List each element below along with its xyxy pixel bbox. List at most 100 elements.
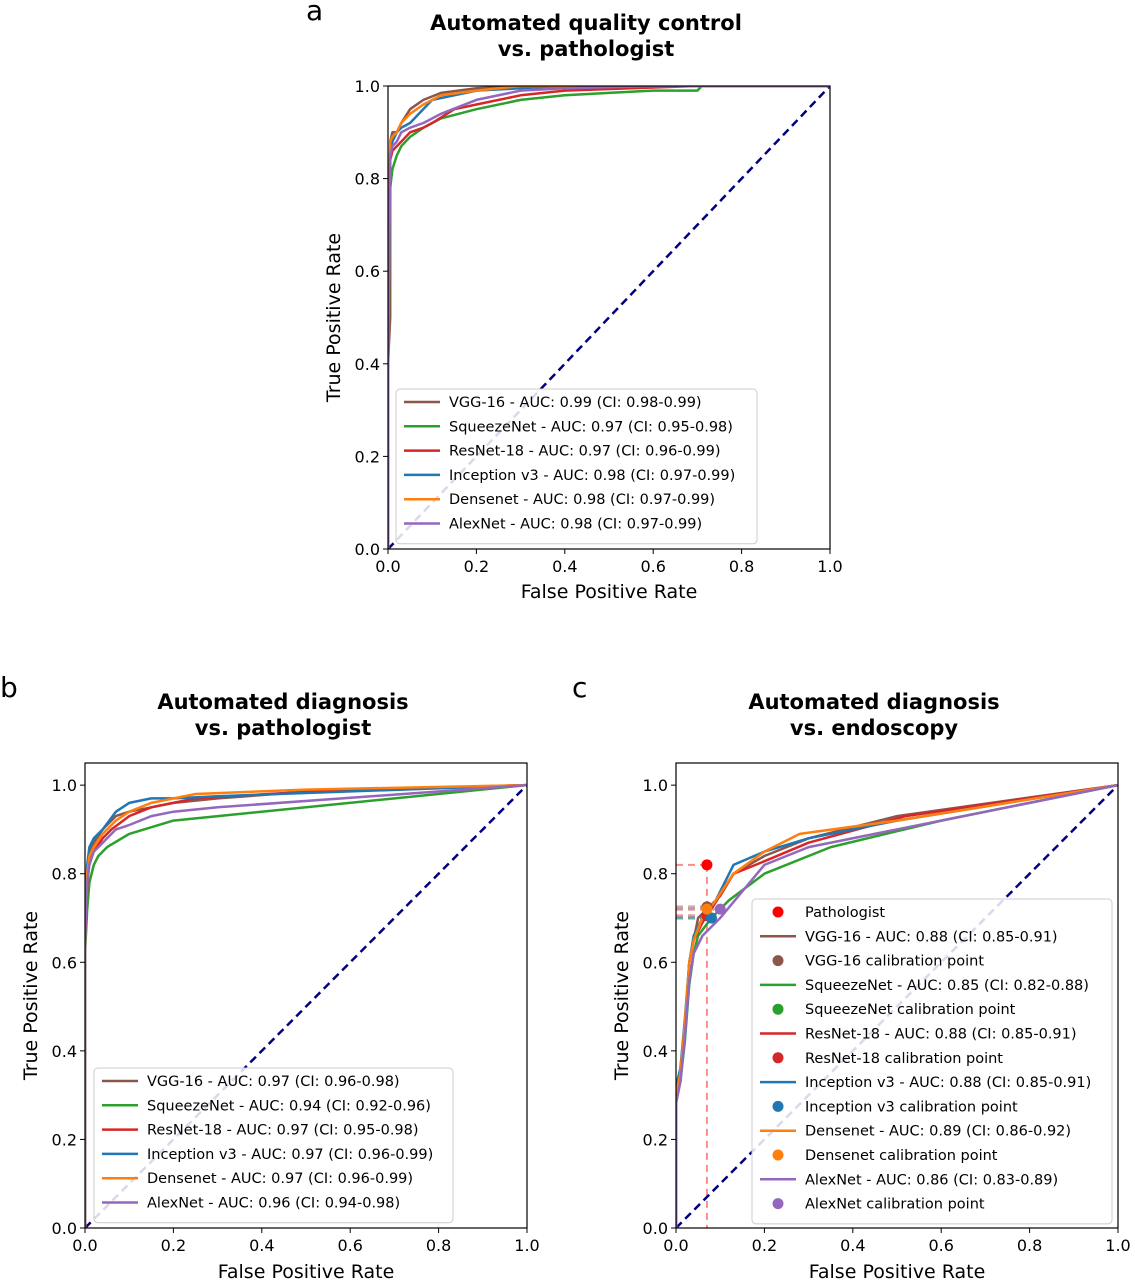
panel-letter-a: a (306, 0, 323, 27)
legend-box (395, 388, 758, 545)
x-tick-label: 0.0 (72, 1236, 97, 1255)
legend-entry-label: ResNet-18 - AUC: 0.97 (CI: 0.96-0.99) (449, 444, 721, 460)
y-tick-label: 0.6 (355, 262, 380, 281)
legend: VGG-16 - AUC: 0.97 (CI: 0.96-0.98) Squeez… (93, 1067, 454, 1224)
panel-b-title-line2: vs. pathologist (195, 716, 372, 740)
y-tick-label: 0.2 (643, 1130, 668, 1149)
y-tick-label: 0.6 (52, 953, 77, 972)
legend-entry-label: Inception v3 - AUC: 0.98 (CI: 0.97-0.99) (449, 468, 735, 484)
x-tick-label: 0.4 (249, 1236, 274, 1255)
plot-frame (84, 762, 528, 1229)
y-tick-label: 0.4 (52, 1042, 77, 1061)
x-tick-label: 1.0 (817, 557, 842, 576)
x-axis-label: False Positive Rate (809, 1261, 986, 1280)
calibration-point-5 (701, 903, 713, 915)
legend-dot-swatch (772, 1100, 784, 1112)
y-tick-label: 0.4 (643, 1042, 668, 1061)
legend-entry-label: VGG-16 - AUC: 0.97 (CI: 0.96-0.98) (147, 1074, 400, 1090)
legend-dot-swatch (772, 1052, 784, 1064)
legend-entry-label: SqueezeNet - AUC: 0.85 (CI: 0.82-0.88) (805, 978, 1089, 994)
legend-dot-swatch (772, 906, 784, 918)
calibration-point-4 (705, 912, 717, 924)
roc-series-line-6 (676, 783, 1118, 1228)
y-tick-label: 0.0 (643, 1219, 668, 1238)
panel-letter-b: b (0, 671, 18, 704)
y-tick-label: 0.8 (643, 865, 668, 884)
legend-box (751, 898, 1113, 1225)
panel-letter-c: c (572, 671, 587, 704)
plot-c: 0.0 0.2 0.4 0.6 0.8 1.0 0.0 0.2 0.4 0.6 0.8 1.0 Fals… (611, 762, 1131, 1280)
panel-a-title-line1: Automated quality control (430, 11, 742, 35)
y-tick-label: 0.0 (355, 540, 380, 559)
legend-entry-label: AlexNet - AUC: 0.98 (CI: 0.97-0.99) (449, 517, 702, 533)
x-axis-label: False Positive Rate (521, 581, 698, 603)
x-tick-label: 0.0 (375, 557, 400, 576)
x-tick-label: 1.0 (1105, 1236, 1130, 1255)
legend-entry-label: AlexNet - AUC: 0.86 (CI: 0.83-0.89) (805, 1172, 1058, 1188)
x-tick-label: 0.6 (640, 557, 665, 576)
y-axis-label: True Positive Rate (611, 911, 633, 1081)
pathologist-point (701, 859, 713, 871)
calibration-point-6 (714, 903, 726, 915)
legend-entry-label: AlexNet calibration point (805, 1197, 985, 1213)
legend-box (93, 1067, 454, 1224)
panel-a-title-line2: vs. pathologist (498, 37, 675, 61)
panel-b-title-line1: Automated diagnosis (157, 690, 408, 714)
plot-b: 0.0 0.2 0.4 0.6 0.8 1.0 0.0 0.2 0.4 0.6 0.8 1.0 Fals… (20, 762, 540, 1280)
legend-entry-label: SqueezeNet - AUC: 0.97 (CI: 0.95-0.98) (449, 419, 733, 435)
legend-entry-label: Densenet - AUC: 0.97 (CI: 0.96-0.99) (147, 1171, 413, 1187)
roc-series-line-5 (388, 86, 830, 549)
legend-dot-swatch (772, 1149, 784, 1161)
x-tick-label: 0.8 (1017, 1236, 1042, 1255)
plot-frame (387, 85, 831, 550)
plot-area (388, 86, 830, 549)
legend-entry-label: Pathologist (805, 905, 885, 921)
legend-entry-label: Inception v3 - AUC: 0.88 (CI: 0.85-0.91) (805, 1075, 1091, 1091)
plot-frame (675, 762, 1119, 1229)
x-tick-label: 0.2 (161, 1236, 186, 1255)
legend-entry-label: VGG-16 - AUC: 0.88 (CI: 0.85-0.91) (805, 929, 1058, 945)
y-axis-label: True Positive Rate (323, 233, 345, 403)
panel-c-title-line1: Automated diagnosis (748, 690, 999, 714)
legend-entry-label: SqueezeNet calibration point (805, 1002, 1016, 1018)
legend-entry-label: VGG-16 calibration point (805, 954, 984, 970)
y-tick-label: 0.4 (355, 355, 380, 374)
y-tick-label: 0.8 (355, 170, 380, 189)
legend-entry-label: Inception v3 - AUC: 0.97 (CI: 0.96-0.99) (147, 1147, 433, 1163)
x-tick-label: 0.0 (663, 1236, 688, 1255)
legend: VGG-16 - AUC: 0.99 (CI: 0.98-0.99) Squeez… (395, 388, 758, 545)
roc-series-line-6 (85, 783, 527, 1228)
y-tick-label: 0.2 (52, 1130, 77, 1149)
y-tick-label: 0.0 (52, 1219, 77, 1238)
legend-entry-label: ResNet-18 - AUC: 0.97 (CI: 0.95-0.98) (147, 1123, 419, 1139)
y-tick-label: 1.0 (355, 77, 380, 96)
y-tick-label: 0.6 (643, 953, 668, 972)
panel-b: b Automated diagnosis vs. pathologist 0.… (0, 671, 540, 1280)
panel-c: c Automated diagnosis vs. endoscopy 0.0 0… (572, 671, 1131, 1280)
legend-entry-label: VGG-16 - AUC: 0.99 (CI: 0.98-0.99) (449, 395, 702, 411)
legend-dot-swatch (772, 1198, 784, 1210)
legend-dot-swatch (772, 955, 784, 967)
x-tick-label: 1.0 (514, 1236, 539, 1255)
x-tick-label: 0.4 (552, 557, 577, 576)
x-tick-label: 0.2 (464, 557, 489, 576)
legend-entry-label: Densenet - AUC: 0.98 (CI: 0.97-0.99) (449, 492, 715, 508)
legend: Pathologist VGG-16 - AUC: 0.88 (CI: 0.85-… (751, 898, 1113, 1225)
y-tick-label: 1.0 (643, 776, 668, 795)
legend-entry-label: SqueezeNet - AUC: 0.94 (CI: 0.92-0.96) (147, 1098, 431, 1114)
legend-entry-label: ResNet-18 - AUC: 0.88 (CI: 0.85-0.91) (805, 1027, 1077, 1043)
y-tick-label: 1.0 (52, 776, 77, 795)
x-axis-label: False Positive Rate (218, 1261, 395, 1280)
x-tick-label: 0.4 (840, 1236, 865, 1255)
panel-a: a Automated quality control vs. patholog… (306, 0, 843, 603)
x-tick-label: 0.6 (337, 1236, 362, 1255)
legend-entry-label: AlexNet - AUC: 0.96 (CI: 0.94-0.98) (147, 1196, 400, 1212)
legend-entry-label: Densenet calibration point (805, 1148, 998, 1164)
legend-entry-label: Inception v3 calibration point (805, 1099, 1018, 1115)
plot-a: 0.0 0.2 0.4 0.6 0.8 1.0 0.0 0.2 0.4 0.6 0.8 1.0 Fals… (323, 77, 843, 603)
x-tick-label: 0.8 (426, 1236, 451, 1255)
panel-c-title-line2: vs. endoscopy (790, 716, 959, 740)
x-tick-label: 0.2 (752, 1236, 777, 1255)
x-tick-label: 0.8 (729, 557, 754, 576)
